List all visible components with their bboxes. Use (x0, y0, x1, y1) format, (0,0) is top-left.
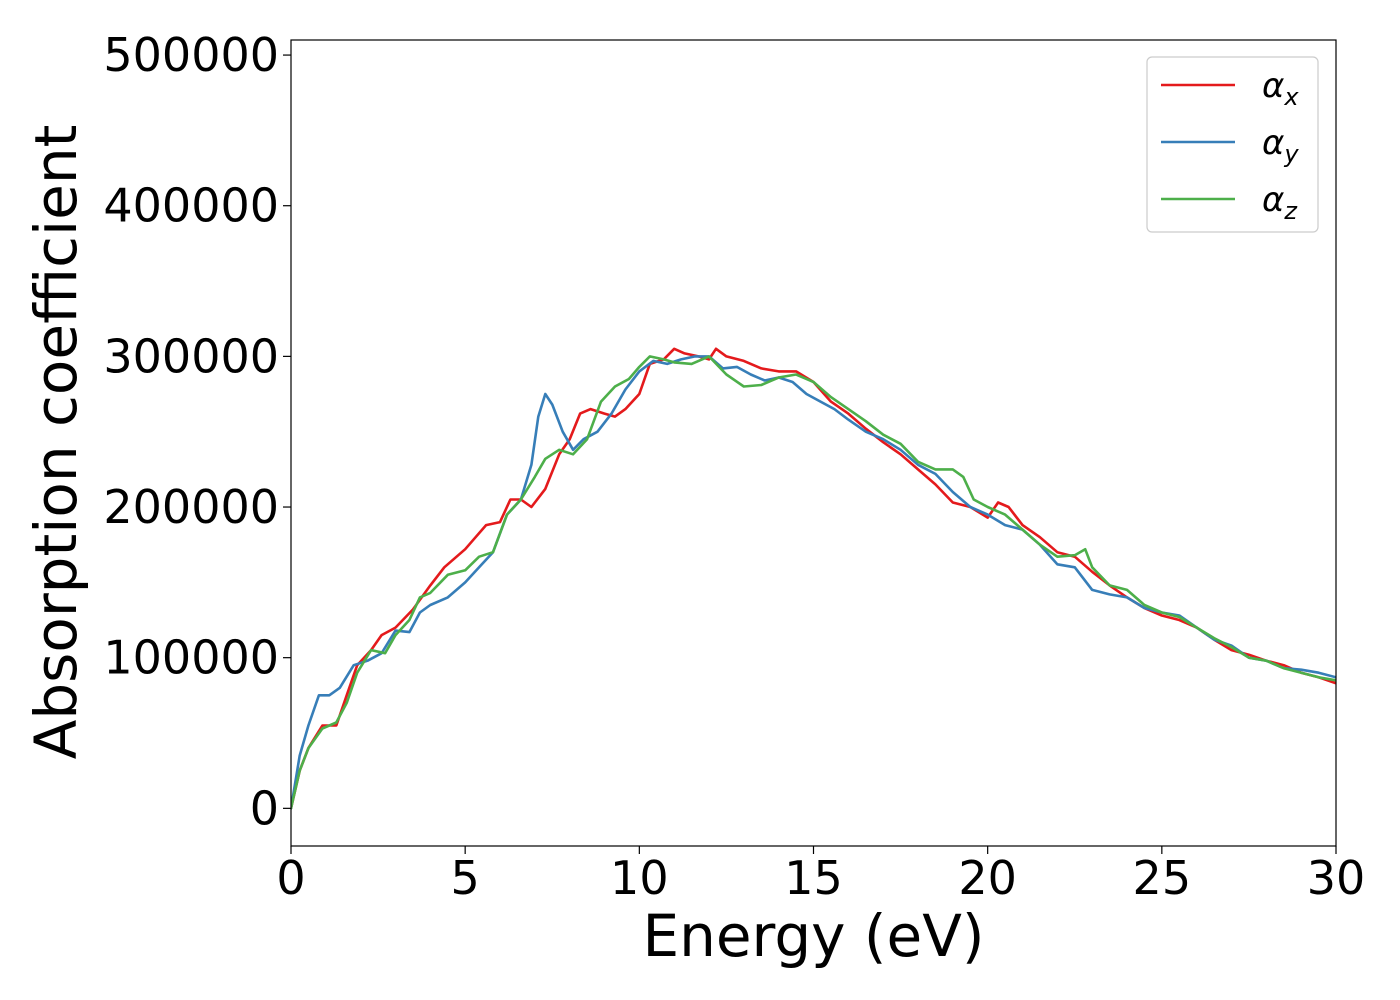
x-tick-label: 5 (451, 851, 480, 905)
series-line-z (291, 355, 1336, 810)
series-line-x (291, 347, 1336, 810)
y-tick-label: 0 (250, 781, 279, 835)
x-tick-label: 15 (784, 851, 843, 905)
y-tick-label: 500000 (103, 28, 279, 82)
x-axis-ticks: 0 5 10 15 20 25 30 (276, 846, 1365, 905)
legend-label-base: α (1262, 66, 1284, 106)
series-line-y (291, 355, 1336, 810)
legend-label-subscript: z (1283, 197, 1298, 225)
legend-label-subscript: x (1283, 83, 1299, 111)
x-tick-label: 0 (276, 851, 305, 905)
y-tick-label: 400000 (103, 179, 279, 233)
x-axis-title: Energy (eV) (642, 902, 984, 970)
legend-label-base: α (1262, 180, 1284, 220)
legend-label-subscript: y (1283, 140, 1299, 168)
x-tick-label: 25 (1133, 851, 1192, 905)
y-tick-label: 200000 (103, 480, 279, 534)
x-tick-label: 10 (610, 851, 669, 905)
legend-label-x: αx (1262, 66, 1299, 111)
legend-label-y: αy (1262, 123, 1299, 168)
y-tick-label: 300000 (103, 329, 279, 383)
legend-label-base: α (1262, 123, 1284, 163)
y-tick-label: 100000 (103, 631, 279, 685)
y-axis-title: Absorption coefficient (22, 125, 90, 760)
x-tick-label: 30 (1307, 851, 1366, 905)
legend-label-z: αz (1262, 180, 1298, 225)
legend-box (1146, 56, 1319, 233)
y-axis-ticks: 0 100000 200000 300000 400000 500000 (103, 28, 291, 835)
plot-lines (291, 347, 1336, 810)
x-tick-label: 20 (958, 851, 1017, 905)
